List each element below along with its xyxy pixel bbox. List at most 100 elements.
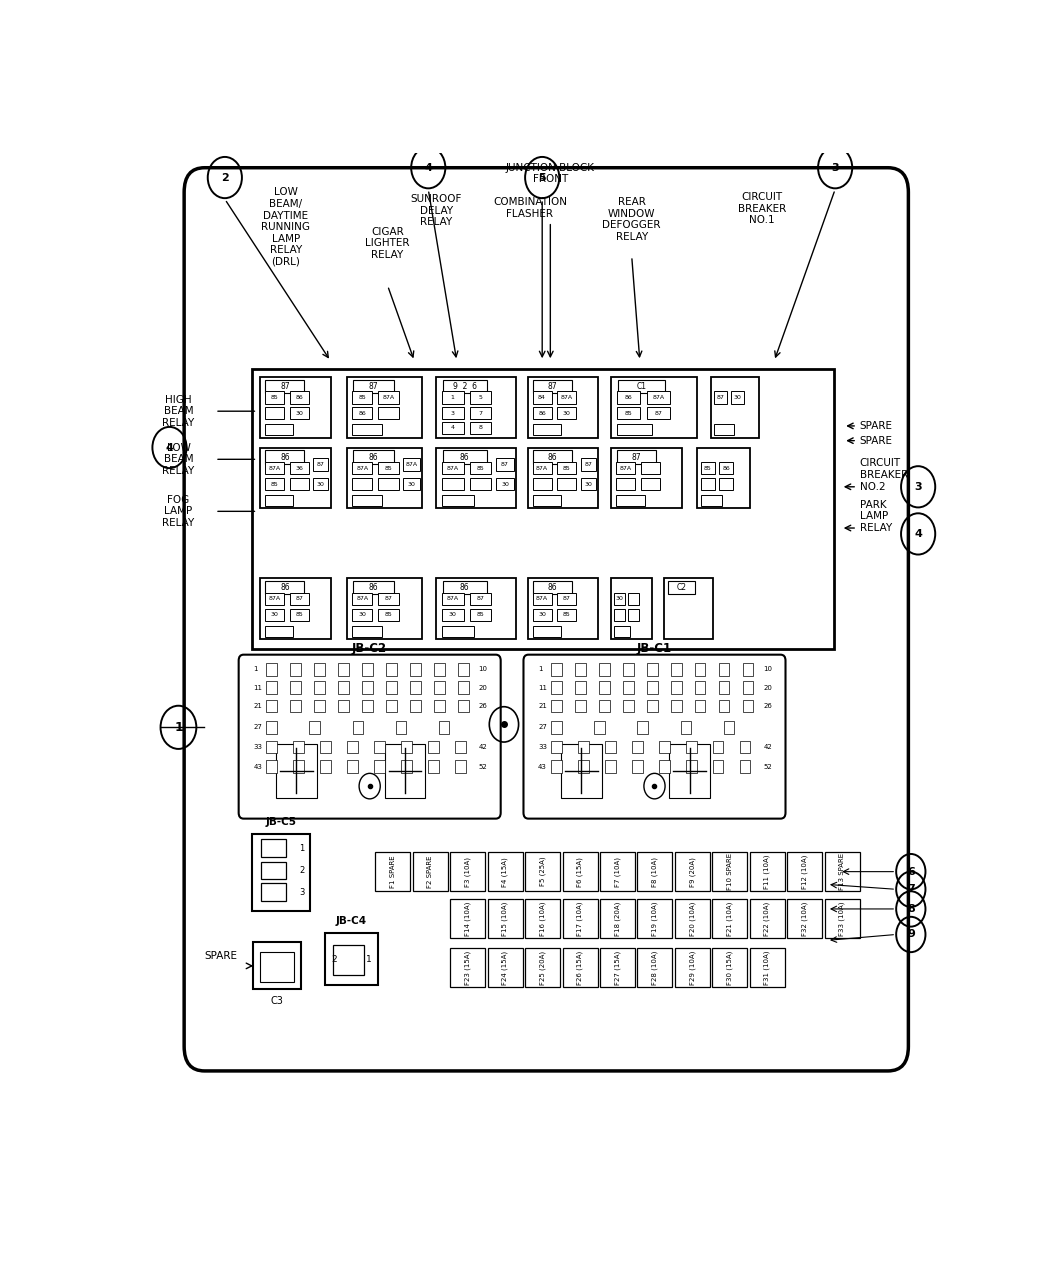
Text: 86: 86	[295, 395, 303, 400]
Bar	[428, 741, 439, 754]
Bar	[750, 949, 784, 988]
Text: 30: 30	[295, 411, 303, 416]
Bar	[443, 450, 486, 464]
Bar	[455, 741, 465, 754]
Bar	[313, 478, 329, 490]
Bar	[527, 448, 598, 509]
Bar	[551, 700, 562, 713]
Text: 87: 87	[548, 382, 558, 391]
Bar	[575, 700, 586, 713]
Bar	[261, 839, 286, 857]
Bar	[266, 380, 304, 393]
Bar	[671, 663, 681, 676]
Bar	[261, 862, 286, 880]
Text: F24 (15A): F24 (15A)	[502, 951, 508, 984]
Bar	[637, 852, 672, 891]
Text: 4: 4	[915, 529, 922, 539]
Bar	[558, 478, 576, 490]
Bar	[411, 681, 421, 694]
Bar	[353, 380, 394, 393]
Text: JB-C4: JB-C4	[336, 915, 366, 926]
Bar	[617, 391, 640, 404]
Bar	[265, 462, 284, 474]
Text: 87: 87	[585, 462, 592, 467]
Bar	[378, 462, 399, 474]
Bar	[647, 391, 670, 404]
Bar	[443, 581, 486, 594]
Bar	[265, 425, 293, 435]
Text: 87: 87	[717, 395, 724, 400]
Text: F20 (10A): F20 (10A)	[689, 901, 695, 936]
Bar	[551, 663, 562, 676]
Bar	[442, 495, 474, 506]
Bar	[695, 663, 706, 676]
Text: 7: 7	[907, 885, 915, 894]
Bar	[386, 681, 397, 694]
Text: F5 (25A): F5 (25A)	[540, 857, 546, 886]
Bar	[265, 608, 284, 621]
Text: 87: 87	[501, 462, 509, 467]
Text: PARK
LAMP
RELAY: PARK LAMP RELAY	[860, 500, 891, 533]
Text: 85: 85	[563, 612, 571, 617]
Text: 4: 4	[450, 426, 455, 431]
Bar	[686, 760, 696, 773]
Bar	[470, 422, 491, 434]
Bar	[525, 949, 560, 988]
Bar	[320, 741, 331, 754]
Bar	[579, 741, 589, 754]
Bar	[265, 478, 284, 490]
Text: 85: 85	[384, 612, 393, 617]
Bar	[711, 377, 759, 437]
Text: JB-C5: JB-C5	[266, 816, 296, 826]
Text: SPARE: SPARE	[860, 421, 892, 431]
Bar	[714, 425, 734, 435]
Bar	[719, 462, 733, 474]
Bar	[600, 700, 610, 713]
Text: 87A: 87A	[382, 395, 395, 400]
Bar	[561, 743, 602, 798]
Bar	[352, 495, 382, 506]
Bar	[614, 608, 625, 621]
Bar	[290, 681, 301, 694]
Bar	[401, 760, 412, 773]
Text: 10: 10	[479, 667, 487, 672]
Text: 86: 86	[280, 583, 290, 593]
Bar	[686, 741, 696, 754]
Bar	[470, 478, 491, 490]
Text: 87: 87	[477, 597, 485, 602]
Text: 85: 85	[477, 465, 484, 470]
Bar	[697, 448, 750, 509]
Text: 33: 33	[538, 745, 547, 750]
Bar	[532, 425, 561, 435]
Bar	[346, 578, 422, 639]
Bar	[470, 407, 491, 419]
Bar	[563, 852, 597, 891]
Text: 3: 3	[915, 482, 922, 492]
Bar	[558, 462, 576, 474]
FancyBboxPatch shape	[524, 654, 785, 819]
Bar	[314, 681, 324, 694]
Bar	[600, 681, 610, 694]
Text: 87A: 87A	[446, 465, 459, 470]
Text: 87: 87	[384, 597, 393, 602]
Bar	[575, 663, 586, 676]
Bar	[434, 700, 444, 713]
Bar	[348, 760, 358, 773]
Text: F8 (10A): F8 (10A)	[652, 857, 658, 886]
Text: FOG
LAMP
RELAY: FOG LAMP RELAY	[163, 495, 194, 528]
Text: 30: 30	[317, 482, 324, 487]
Text: 3: 3	[832, 163, 839, 172]
Text: 87A: 87A	[536, 597, 548, 602]
Text: F3 (10A): F3 (10A)	[464, 857, 471, 886]
Text: F27 (15A): F27 (15A)	[614, 951, 621, 986]
Text: 87A: 87A	[446, 597, 459, 602]
Bar	[267, 700, 277, 713]
Text: 87: 87	[369, 382, 378, 391]
Text: 87: 87	[280, 382, 290, 391]
Bar	[450, 852, 485, 891]
Bar	[668, 581, 695, 594]
Bar	[338, 681, 349, 694]
Bar	[265, 407, 284, 419]
Bar	[320, 760, 331, 773]
Text: 85: 85	[625, 411, 633, 416]
